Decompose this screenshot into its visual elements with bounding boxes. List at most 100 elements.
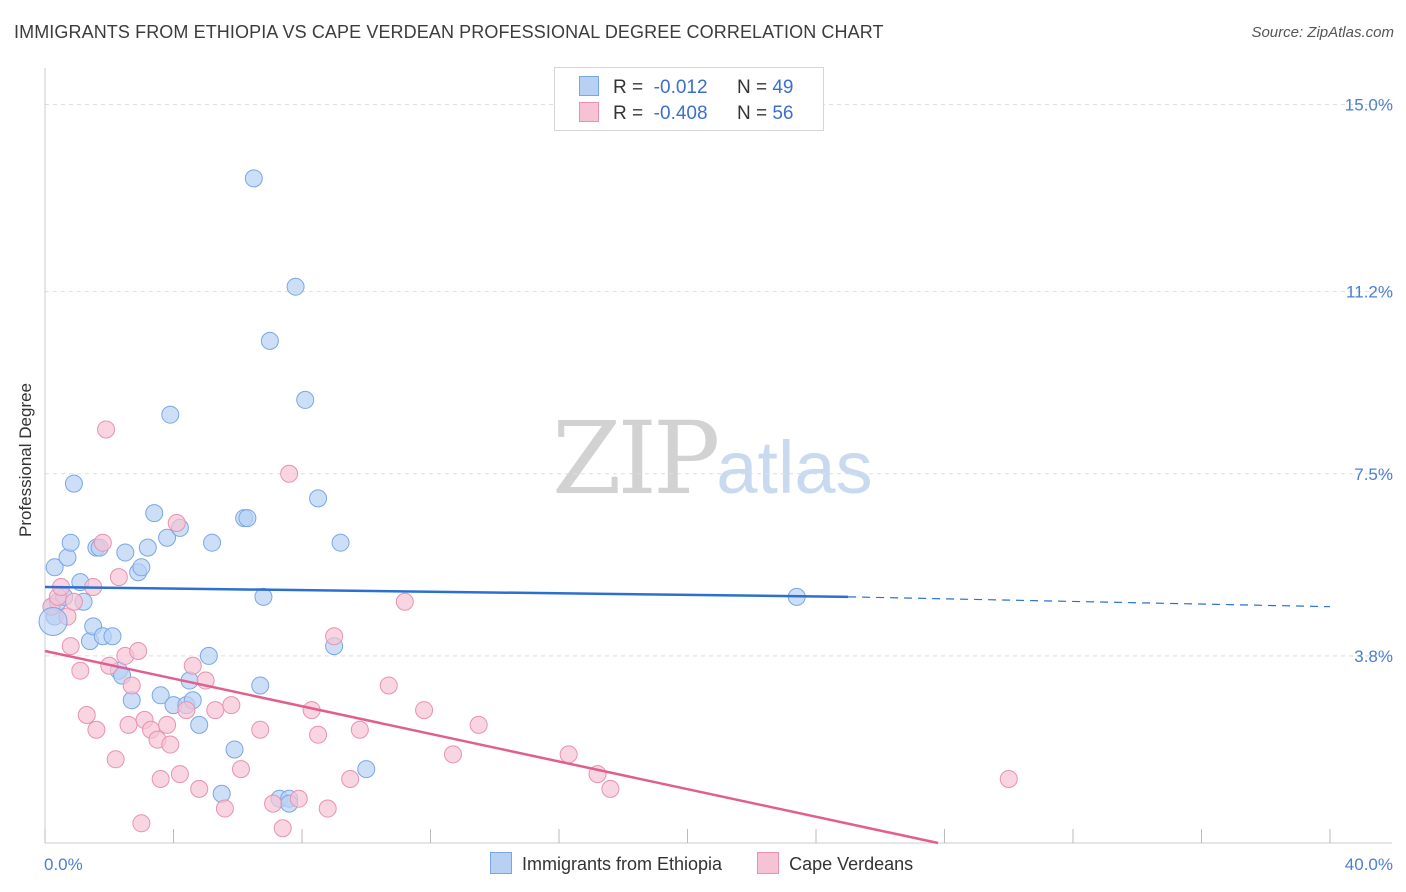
cape-verdean-point (273, 819, 292, 838)
data-points (38, 169, 1018, 838)
ethiopia-point (212, 784, 231, 803)
watermark: ZIPatlas (552, 400, 873, 517)
cape-verdean-point (443, 745, 462, 764)
ethiopia-point (296, 390, 315, 409)
legend-r-value: -0.408 (653, 103, 708, 124)
ethiopia-point (203, 533, 222, 552)
legend-n-value: 56 (772, 103, 794, 124)
cape-verdean-point (177, 701, 196, 720)
cape-verdean-point (379, 676, 398, 695)
cape-verdean-point (190, 779, 209, 798)
cape-verdean-point (93, 533, 112, 552)
ethiopia-point (38, 606, 68, 636)
tick-labels: 3.8% 7.5% 11.2% 15.0% 0.0% 40.0% (44, 96, 1393, 874)
watermark-atlas: atlas (716, 426, 873, 509)
cape-verdean-point (119, 715, 138, 734)
cape-verdean-point (231, 760, 250, 779)
legend-item-cape-verdean: Cape Verdeans (757, 852, 913, 875)
ethiopia-point (116, 543, 135, 562)
cape-verdean-trend-line (44, 649, 939, 845)
legend-swatch-blue (579, 76, 599, 96)
cape-verdean-point (280, 464, 299, 483)
legend-swatch-pink (579, 102, 599, 122)
cape-verdean-point (559, 745, 578, 764)
cape-verdean-point (170, 765, 189, 784)
source-label: Source: ZipAtlas.com (1251, 24, 1394, 41)
ethiopia-point (199, 646, 218, 665)
cape-verdean-point (61, 637, 80, 656)
cape-verdean-point (341, 770, 360, 788)
cape-verdean-point (264, 794, 283, 813)
watermark-zip: ZIP (552, 400, 720, 517)
ethiopia-point (238, 509, 257, 528)
cape-verdean-point (71, 661, 90, 680)
cape-verdean-point (601, 779, 620, 798)
y-axis-label: Professional Degree (16, 382, 35, 538)
ethiopia-point (254, 587, 273, 606)
ethiopia-point (331, 533, 350, 552)
axes (44, 68, 1392, 844)
cape-verdean-point (129, 642, 148, 660)
y-tick-label: 7.5% (1354, 465, 1393, 484)
ethiopia-point (103, 627, 122, 646)
cape-verdean-point (183, 656, 202, 675)
cape-verdean-point (215, 799, 234, 818)
cape-verdean-point (64, 592, 83, 611)
ethiopia-point (357, 760, 376, 779)
cape-verdean-point (289, 789, 308, 808)
ethiopia-point (244, 169, 263, 188)
cape-verdean-point (77, 706, 96, 724)
y-tick-label: 3.8% (1354, 647, 1393, 666)
ethiopia-trend-extension (848, 596, 1331, 608)
legend-swatch-blue (490, 852, 512, 874)
cape-verdean-point (395, 592, 414, 611)
ethiopia-point (286, 277, 305, 296)
ethiopia-point (45, 558, 64, 577)
cape-verdean-point (309, 725, 328, 744)
legend-n-value: 49 (772, 77, 794, 98)
cape-verdean-point (132, 814, 151, 833)
ethiopia-point (132, 558, 151, 577)
cape-verdean-point (158, 715, 177, 734)
legend-n-label: N = (736, 103, 768, 124)
cape-verdean-point (167, 514, 186, 532)
cape-verdean-point (206, 701, 225, 720)
ethiopia-point (161, 405, 180, 424)
cape-verdean-point (109, 568, 128, 587)
legend-label-ethiopia: Immigrants from Ethiopia (522, 854, 723, 874)
legend-row-cape-verdean: R = -0.408 N = 56 (579, 102, 793, 126)
cape-verdean-point (251, 720, 270, 739)
cape-verdean-point (318, 799, 337, 818)
legend-row-ethiopia: R = -0.012 N = 49 (579, 76, 793, 100)
ethiopia-point (58, 548, 77, 567)
legend-item-ethiopia: Immigrants from Ethiopia (490, 852, 722, 875)
ethiopia-point (260, 331, 279, 350)
ethiopia-point (61, 533, 80, 552)
ethiopia-point (64, 474, 83, 493)
cape-verdean-point (106, 750, 125, 769)
x-tick-label: 0.0% (44, 855, 83, 874)
ethiopia-point (309, 489, 328, 508)
cape-verdean-point (350, 720, 369, 739)
correlation-legend: R = -0.012 N = 49 R = -0.408 N = 56 (554, 67, 824, 131)
ethiopia-point (190, 715, 209, 734)
cape-verdean-point (222, 696, 241, 715)
cape-verdean-point (325, 627, 344, 646)
cape-verdean-point (469, 715, 488, 734)
legend-n-label: N = (736, 77, 768, 98)
cape-verdean-point (122, 676, 141, 695)
cape-verdean-point (415, 701, 434, 720)
legend-label-cape-verdean: Cape Verdeans (789, 854, 914, 874)
cape-verdean-point (151, 770, 170, 788)
ethiopia-point (158, 528, 177, 547)
ethiopia-point (138, 538, 157, 557)
series-legend: Immigrants from Ethiopia Cape Verdeans (490, 852, 943, 875)
cape-verdean-point (999, 770, 1018, 788)
x-tick-label: 40.0% (1345, 855, 1393, 874)
ethiopia-point (151, 686, 170, 705)
chart-title: IMMIGRANTS FROM ETHIOPIA VS CAPE VERDEAN… (14, 22, 884, 42)
cape-verdean-point (97, 420, 116, 439)
ethiopia-point (225, 740, 244, 759)
y-tick-label: 11.2% (1346, 283, 1393, 302)
